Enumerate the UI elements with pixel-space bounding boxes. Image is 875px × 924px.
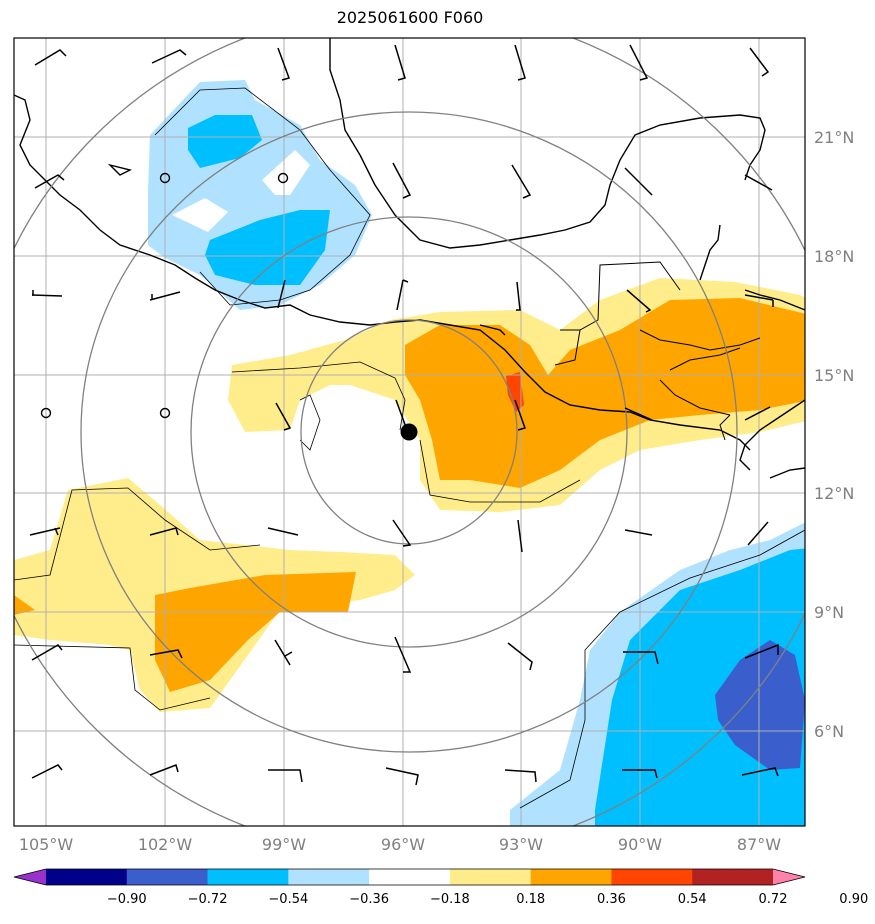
lon-label: 99°W [262, 835, 306, 854]
colorbar-tick-label: 0.72 [759, 892, 788, 907]
coastlines [14, 38, 805, 479]
colorbar-segment [207, 869, 289, 885]
colorbar-segment [288, 869, 370, 885]
graticule [14, 38, 805, 826]
storm-center-marker [400, 423, 418, 441]
longitude-labels: 105°W 102°W 99°W 96°W 93°W 90°W 87°W [19, 835, 781, 854]
map-title: 2025061600 F060 [336, 8, 484, 27]
colorbar-segment [530, 869, 612, 885]
lat-label: 9°N [814, 603, 844, 622]
colorbar-tick-label: −0.36 [349, 892, 389, 907]
lon-label: 87°W [737, 835, 781, 854]
negative-anomaly-region-northwest-core [205, 210, 330, 285]
colorbar-tick-label: 0.36 [597, 892, 626, 907]
colorbar-segment [369, 869, 451, 885]
colorbar-tick-label: −0.90 [107, 892, 147, 907]
positive-anomaly-peak [506, 372, 524, 412]
colorbar-extend-low [14, 869, 46, 885]
colorbar-segment [126, 869, 209, 885]
colorbar-segment [449, 869, 532, 885]
colorbar-segment [46, 869, 128, 885]
borders [554, 261, 761, 441]
lon-label: 96°W [381, 835, 425, 854]
lon-label: 90°W [618, 835, 662, 854]
colorbar-tick-label: −0.72 [188, 892, 228, 907]
map-frame [13, 37, 806, 827]
colorbar-segment [692, 869, 774, 885]
calm-wind-circles [40, 172, 289, 419]
lon-label: 105°W [19, 835, 74, 854]
lat-label: 15°N [814, 366, 854, 385]
colorbar-segment [611, 869, 693, 885]
negative-anomaly-region-southeast-peak [715, 640, 805, 770]
lat-label: 18°N [814, 247, 854, 266]
colorbar-extend-high [773, 869, 805, 885]
latitude-labels: 21°N 18°N 15°N 12°N 9°N 6°N [814, 128, 854, 741]
lat-label: 6°N [814, 722, 844, 741]
lon-label: 102°W [138, 835, 193, 854]
map-panel [14, 38, 805, 826]
colorbar-tick-label: 0.18 [516, 892, 545, 907]
colorbar-tick-label: 0.54 [678, 892, 707, 907]
colorbar-tick-label: 0.90 [839, 892, 868, 907]
colorbar: −0.90 −0.72 −0.54 −0.36 −0.18 0.18 0.36 0.54 0.7… [13, 868, 868, 907]
contour-lines [14, 87, 805, 809]
lon-label: 93°W [499, 835, 543, 854]
lat-label: 21°N [814, 128, 854, 147]
lat-label: 12°N [814, 484, 854, 503]
colorbar-tick-label: −0.54 [268, 892, 308, 907]
positive-anomaly-region-east-core [405, 298, 805, 488]
colorbar-tick-label: −0.18 [430, 892, 470, 907]
negative-anomaly-region-northwest-core [188, 115, 262, 168]
wind-barbs [29, 44, 779, 786]
positive-anomaly-region-southwest-core [155, 572, 356, 692]
